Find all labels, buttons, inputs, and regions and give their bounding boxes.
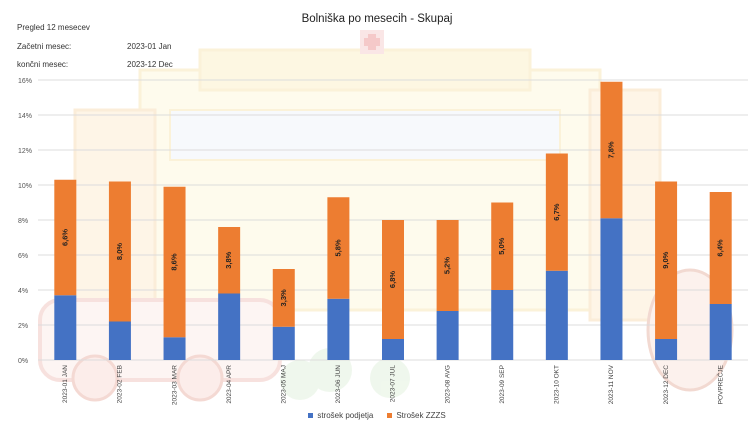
bar-segment-zzzs-cost <box>491 202 514 290</box>
start-month-label: Začetni mesec: <box>17 42 72 51</box>
legend-item-company-cost[interactable]: strošek podjetja <box>308 411 373 420</box>
y-tick-label: 10% <box>18 183 32 190</box>
data-label: 5,8% <box>333 239 342 256</box>
bar-segment-zzzs-cost <box>54 179 77 296</box>
bar-segment-zzzs-cost <box>600 81 623 219</box>
bar-segment-zzzs-cost <box>655 181 678 339</box>
data-label: 6,4% <box>716 239 725 256</box>
bar-segment-company-cost <box>327 298 350 360</box>
end-month-label: končni mesec: <box>17 60 69 69</box>
y-tick-label: 14% <box>18 113 32 120</box>
legend: strošek podjetja Strošek ZZZS <box>0 411 754 420</box>
y-tick-label: 0% <box>18 358 28 365</box>
bar-segment-company-cost <box>272 326 295 360</box>
y-tick-label: 2% <box>18 323 28 330</box>
x-tick-label: 2023-01 JAN <box>62 365 69 403</box>
bar-segment-zzzs-cost <box>382 220 404 339</box>
chart-title: Bolniška po mesecih - Skupaj <box>301 13 453 25</box>
x-tick-label: 2023-03 MAR <box>171 365 178 405</box>
x-tick-label: 2023-07 JUL <box>390 365 397 403</box>
bar-segment-zzzs-cost <box>272 269 295 327</box>
legend-label-zzzs-cost: Strošek ZZZS <box>396 411 446 420</box>
x-tick-label: POVPREČJE <box>715 364 724 404</box>
bar-segment-zzzs-cost <box>218 227 241 294</box>
bar-segment-company-cost <box>545 270 568 360</box>
bar-segment-zzzs-cost <box>327 197 350 299</box>
bar-segment-company-cost <box>54 295 77 360</box>
x-tick-label: 2023-12 DEC <box>663 365 670 405</box>
data-label: 6,8% <box>388 271 397 288</box>
bar-segment-zzzs-cost <box>709 192 732 304</box>
bar-segment-company-cost <box>163 337 186 360</box>
data-label: 6,7% <box>552 203 561 220</box>
data-label: 3,3% <box>279 289 288 306</box>
bar-segment-company-cost <box>491 290 514 360</box>
legend-item-zzzs-cost[interactable]: Strošek ZZZS <box>387 411 446 420</box>
x-tick-label: 2023-09 SEP <box>499 365 506 404</box>
y-tick-label: 12% <box>18 148 32 155</box>
bar-segment-company-cost <box>436 311 459 360</box>
legend-swatch-zzzs-cost <box>387 413 393 418</box>
x-tick-label: 2023-06 JUN <box>335 365 342 404</box>
legend-swatch-company-cost <box>308 413 314 418</box>
data-label: 3,8% <box>224 251 233 268</box>
bar-segment-zzzs-cost <box>545 153 568 271</box>
start-month-value: 2023-01 Jan <box>127 42 172 51</box>
data-label: 7,8% <box>606 141 615 158</box>
overview-label: Pregled 12 mesecev <box>17 23 90 32</box>
bar-segment-company-cost <box>218 293 241 360</box>
x-tick-label: 2023-10 OKT <box>554 365 561 404</box>
y-tick-label: 6% <box>18 253 28 260</box>
legend-label-company-cost: strošek podjetja <box>317 411 374 420</box>
x-tick-label: 2023-05 MAJ <box>280 365 287 404</box>
y-tick-label: 16% <box>18 78 32 85</box>
data-label: 9,0% <box>661 251 670 268</box>
bar-segment-company-cost <box>709 304 732 360</box>
data-label: 6,6% <box>60 229 69 246</box>
bar-segment-zzzs-cost <box>108 181 131 322</box>
end-month-value: 2023-12 Dec <box>127 60 173 69</box>
bar-segment-company-cost <box>382 339 404 360</box>
x-tick-label: 2023-11 NOV <box>608 364 615 404</box>
data-label: 5,0% <box>497 237 506 254</box>
data-label: 8,0% <box>115 243 124 260</box>
bar-segment-zzzs-cost <box>436 220 459 311</box>
bar-segment-company-cost <box>655 339 678 360</box>
y-tick-label: 4% <box>18 288 28 295</box>
x-tick-label: 2023-02 FEB <box>117 365 124 403</box>
bar-segment-zzzs-cost <box>163 186 186 338</box>
x-tick-label: 2023-04 APR <box>226 365 233 404</box>
x-tick-label: 2023-08 AVG <box>444 365 451 404</box>
y-tick-label: 8% <box>18 218 28 225</box>
bar-segment-company-cost <box>600 218 623 360</box>
bar-segment-company-cost <box>108 321 131 360</box>
data-label: 5,2% <box>443 257 452 274</box>
data-label: 8,6% <box>170 253 179 270</box>
